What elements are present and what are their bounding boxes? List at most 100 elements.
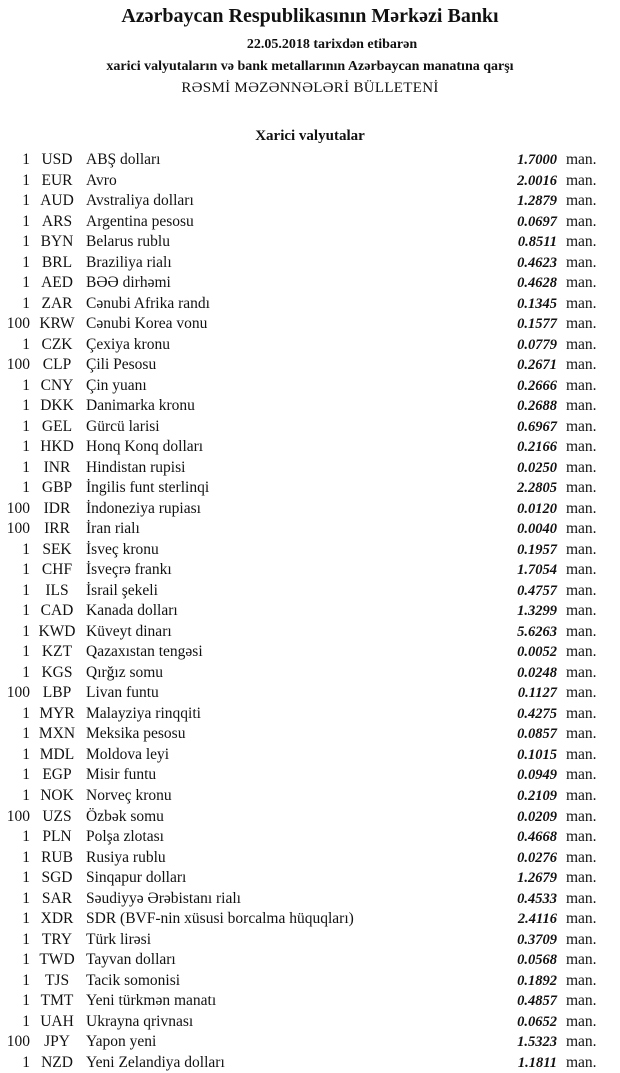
unit-label: man. [566,971,597,989]
rate-value: 0.4757 [517,582,557,599]
unit-label: man. [566,1012,597,1030]
rate-value: 0.0779 [517,336,557,353]
rate-row: 100 IDR İndoneziya rupiası 0.0120 man. [0,499,620,520]
rate-value: 0.8511 [517,234,557,251]
rate-row: 1 SGD Sinqapur dolları 1.2679 man. [0,868,620,889]
unit-label: man. [566,951,597,969]
nominal: 1 [22,889,30,907]
currency-code: EUR [41,171,73,189]
currency-code: INR [43,458,71,476]
unit-label: man. [566,704,597,722]
unit-label: man. [566,684,597,702]
currency-code: CNY [40,376,74,394]
rate-value: 1.7054 [517,562,557,579]
currency-name: Tayvan dolları [86,951,176,969]
rate-value: 0.1127 [517,685,557,702]
currency-name: İran rialı [86,520,140,538]
rate-value: 0.0276 [517,849,557,866]
unit-label: man. [566,828,597,846]
currency-code: MDL [39,745,75,763]
rate-row: 1 KZT Qazaxıstan tengəsi 0.0052 man. [0,642,620,663]
unit-label: man. [566,376,597,394]
currency-code: IRR [44,520,70,538]
nominal: 1 [22,745,30,763]
currency-code: GBP [41,479,73,497]
rate-row: 1 MDL Moldova leyi 0.1015 man. [0,745,620,766]
currency-name: Özbək somu [86,807,164,825]
nominal: 100 [6,807,30,825]
rate-row: 1 SAR Səudiyyə Ərəbistanı rialı 0.4533 man. [0,889,620,910]
unit-label: man. [566,540,597,558]
rate-value: 2.4116 [517,911,557,928]
rate-value: 0.4628 [517,275,557,292]
currency-name: Danimarka kronu [86,397,195,415]
rate-value: 0.0120 [517,500,557,517]
currency-code: CHF [41,561,73,579]
rate-value: 0.1345 [517,295,557,312]
nominal: 1 [22,581,30,599]
nominal: 1 [22,930,30,948]
currency-name: İsrail şekeli [86,581,158,599]
nominal: 100 [6,1033,30,1051]
rate-value: 0.2671 [517,357,557,374]
unit-label: man. [566,848,597,866]
rate-value: 0.4533 [517,890,557,907]
currency-code: BYN [40,233,74,251]
currency-code: ZAR [41,294,73,312]
currency-name: Yeni Zelandiya dolları [86,1053,225,1071]
currency-name: Avstraliya dolları [86,192,194,210]
unit-label: man. [566,889,597,907]
nominal: 1 [22,397,30,415]
rate-row: 1 BYN Belarus rublu 0.8511 man. [0,232,620,253]
currency-name: Norveç kronu [86,786,172,804]
currency-name: Belarus rublu [86,233,170,251]
rate-row: 100 UZS Özbək somu 0.0209 man. [0,807,620,828]
currency-code: HKD [40,438,74,456]
unit-label: man. [566,192,597,210]
nominal: 1 [22,192,30,210]
unit-label: man. [566,499,597,517]
currency-name: Livan funtu [86,684,159,702]
nominal: 1 [22,725,30,743]
rate-row: 1 EGP Misir funtu 0.0949 man. [0,765,620,786]
currency-name: Hindistan rupisi [86,458,186,476]
nominal: 100 [6,356,30,374]
rate-value: 0.2688 [517,398,557,415]
nominal: 1 [22,151,30,168]
currency-code: GEL [41,417,73,435]
nominal: 1 [22,561,30,579]
rate-row: 1 KGS Qırğız somu 0.0248 man. [0,663,620,684]
currency-code: TMT [40,992,74,1010]
currency-name: Moldova leyi [86,745,170,763]
currency-name: Səudiyyə Ərəbistanı rialı [86,889,241,907]
currency-name: Argentina pesosu [86,212,194,230]
rate-row: 100 KRW Cənubi Korea vonu 0.1577 man. [0,314,620,335]
rate-row: 100 IRR İran rialı 0.0040 man. [0,519,620,540]
unit-label: man. [566,274,597,292]
rate-row: 1 MYR Malayziya rinqqiti 0.4275 man. [0,704,620,725]
unit-label: man. [566,622,597,640]
nominal: 1 [22,253,30,271]
currency-name: Kanada dolları [86,602,178,620]
rate-row: 1 TWD Tayvan dolları 0.0568 man. [0,950,620,971]
currency-name: Misir funtu [86,766,157,784]
rate-value: 1.7000 [517,152,557,168]
rate-row: 1 DKK Danimarka kronu 0.2688 man. [0,396,620,417]
nominal: 1 [22,1053,30,1071]
nominal: 1 [22,951,30,969]
currency-code: UZS [42,807,72,825]
rate-value: 0.1015 [517,746,557,763]
rate-value: 0.1957 [517,541,557,558]
nominal: 1 [22,233,30,251]
unit-label: man. [566,643,597,661]
currency-name: Qırğız somu [86,663,164,681]
nominal: 1 [22,376,30,394]
rate-row: 1 NZD Yeni Zelandiya dolları 1.1811 man. [0,1053,620,1073]
rate-value: 0.0949 [517,767,557,784]
unit-label: man. [566,315,597,333]
currency-code: SEK [42,540,72,558]
nominal: 1 [22,212,30,230]
currency-code: JPY [44,1033,70,1051]
currency-code: DKK [40,397,74,415]
unit-label: man. [566,745,597,763]
